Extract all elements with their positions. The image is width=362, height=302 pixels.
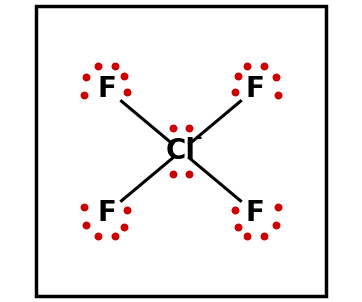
Point: [81, 93, 87, 98]
Point: [111, 64, 117, 69]
Point: [275, 93, 281, 98]
Point: [261, 64, 267, 69]
Point: [121, 224, 126, 229]
Text: F: F: [98, 75, 117, 103]
Point: [236, 224, 241, 229]
Point: [121, 73, 126, 78]
Point: [232, 207, 238, 212]
Point: [245, 64, 251, 69]
Point: [124, 90, 130, 95]
Point: [186, 126, 192, 131]
Point: [111, 233, 117, 238]
Point: [124, 207, 130, 212]
Point: [275, 204, 281, 209]
Point: [186, 171, 192, 176]
Point: [236, 73, 241, 78]
Point: [95, 233, 101, 238]
Point: [245, 233, 251, 238]
Text: -: -: [195, 129, 202, 147]
Text: Cl: Cl: [166, 137, 196, 165]
Point: [273, 223, 279, 227]
Point: [81, 204, 87, 209]
Point: [170, 126, 176, 131]
Point: [261, 233, 267, 238]
Text: F: F: [98, 199, 117, 227]
Text: F: F: [245, 199, 264, 227]
Point: [232, 90, 238, 95]
Point: [170, 171, 176, 176]
Text: F: F: [245, 75, 264, 103]
Point: [95, 64, 101, 69]
Point: [273, 75, 279, 79]
Point: [83, 75, 89, 79]
Point: [83, 223, 89, 227]
